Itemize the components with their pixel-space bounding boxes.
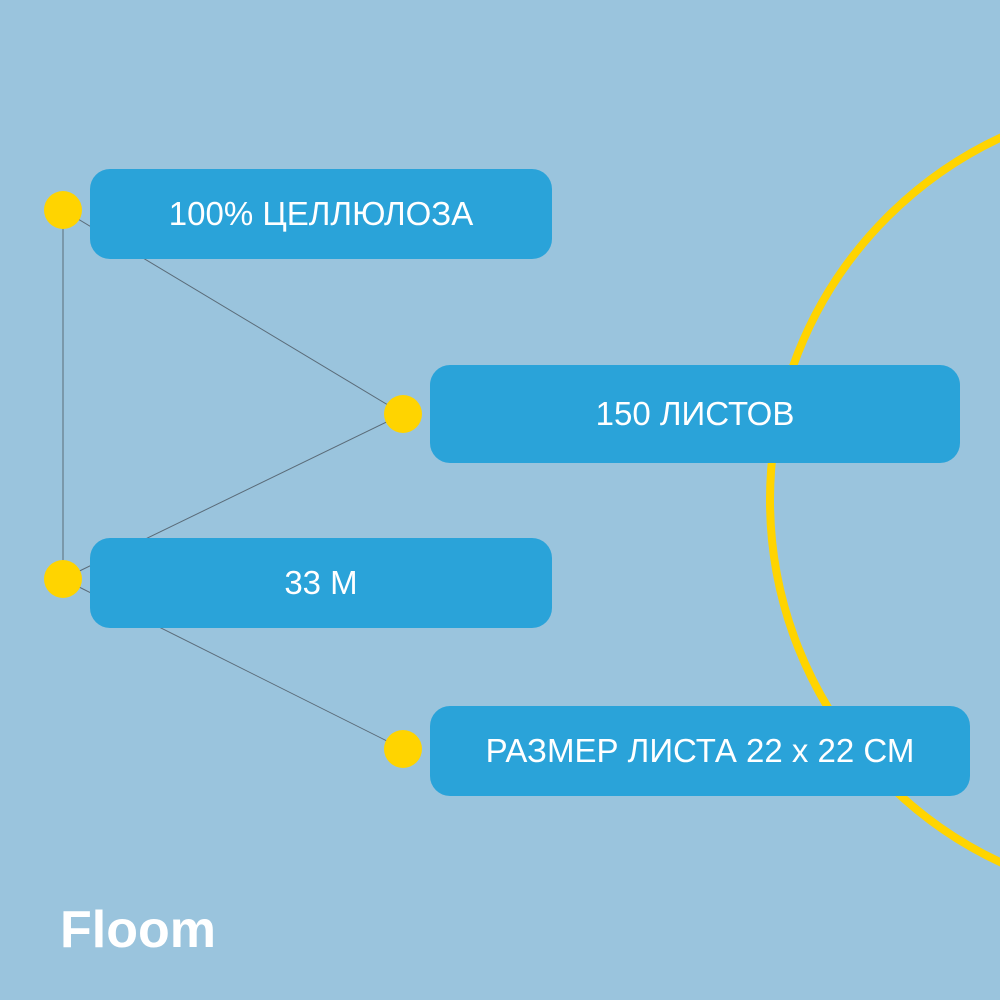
brand-logo-text: Floom	[60, 900, 216, 960]
node-dot	[384, 730, 422, 768]
infographic-canvas: 100% ЦЕЛЛЮЛОЗА 150 ЛИСТОВ 33 М РАЗМЕР ЛИСТА…	[0, 0, 1000, 1000]
feature-pill: 100% ЦЕЛЛЮЛОЗА	[90, 169, 552, 259]
node-dot	[44, 560, 82, 598]
node-dot	[44, 191, 82, 229]
background-rect	[0, 0, 1000, 1000]
node-dot	[384, 395, 422, 433]
background-svg	[0, 0, 1000, 1000]
feature-pill: 33 М	[90, 538, 552, 628]
feature-pill: РАЗМЕР ЛИСТА 22 х 22 СМ	[430, 706, 970, 796]
feature-pill: 150 ЛИСТОВ	[430, 365, 960, 463]
